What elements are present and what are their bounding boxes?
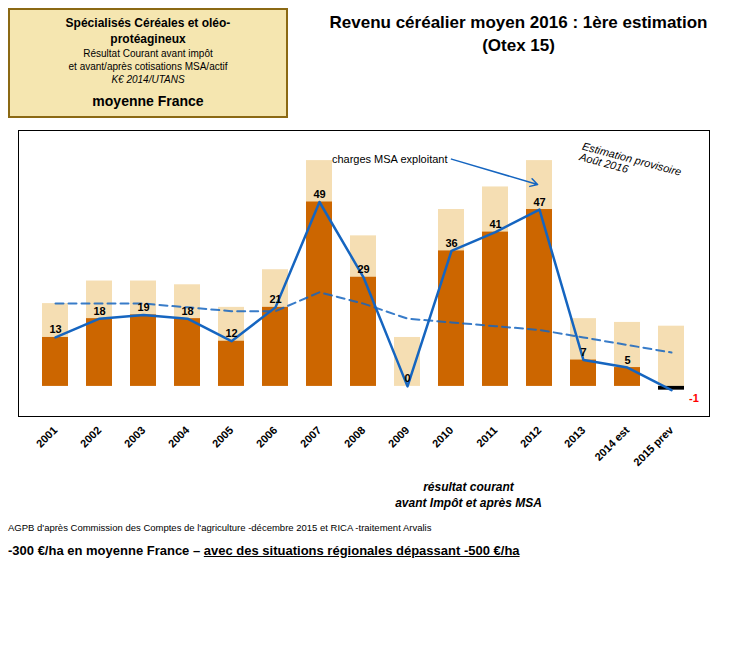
html-text:Spécialisés Céréales et oléo-: Spécialisés Céréales et oléo-	[65, 16, 231, 30]
svg-text:-1: -1	[689, 392, 699, 404]
html-text:Revenu céréalier moyen 2016 :: Revenu céréalier moyen 2016 : 1ère estim…	[329, 13, 708, 32]
svg-text:2014 est: 2014 est	[592, 424, 631, 463]
svg-text:Estimation provisoireAoût 2016: Estimation provisoireAoût 2016	[577, 140, 683, 189]
svg-text:29: 29	[357, 264, 369, 276]
html-text:moyenne France: moyenne France	[92, 93, 204, 110]
svg-text:2003: 2003	[122, 424, 148, 450]
html-text:et avant/après cotisations MSA: et avant/après cotisations MSA/actif	[68, 61, 228, 73]
svg-text:18: 18	[181, 305, 193, 317]
svg-text:2005: 2005	[210, 424, 236, 450]
html-text:protéagineux: protéagineux	[110, 31, 186, 46]
svg-text:2009: 2009	[386, 424, 412, 450]
svg-text:2006: 2006	[254, 424, 280, 450]
svg-text:2007: 2007	[298, 424, 324, 450]
svg-text:2011: 2011	[474, 424, 499, 449]
svg-text:2012: 2012	[518, 424, 544, 450]
svg-text:2010: 2010	[430, 424, 456, 450]
svg-text:18: 18	[93, 305, 105, 317]
html-text:résultat courant avant Impôt e: résultat courant avant Impôt et après MS…	[395, 480, 542, 510]
svg-text:49: 49	[313, 188, 325, 200]
svg-text:21: 21	[269, 294, 281, 306]
svg-text:41: 41	[489, 218, 501, 230]
svg-text:7: 7	[580, 346, 586, 358]
html-text:-300 €/ha en moyenne France –: -300 €/ha en moyenne France – avec des s…	[8, 542, 520, 558]
svg-text:5: 5	[624, 354, 630, 366]
svg-text:13: 13	[49, 324, 61, 336]
svg-text:47: 47	[533, 196, 545, 208]
svg-text:2008: 2008	[342, 424, 368, 450]
svg-text:36: 36	[445, 237, 457, 249]
svg-text:2015 prev: 2015 prev	[631, 423, 676, 468]
svg-text:2013: 2013	[562, 424, 588, 450]
html-text:K€ 2014/UTANS: K€ 2014/UTANS	[111, 74, 185, 86]
svg-text:12: 12	[225, 328, 237, 340]
svg-text:0: 0	[404, 373, 410, 385]
svg-text:2001: 2001	[34, 424, 60, 450]
html-text:(Otex 15): (Otex 15)	[482, 35, 555, 55]
svg-text:19: 19	[137, 301, 149, 313]
html-text:Résultat Courant avant impôt: Résultat Courant avant impôt	[83, 48, 213, 60]
html-text:AGPB d'après Commission des Co: AGPB d'après Commission des Comptes de l…	[8, 521, 432, 533]
svg-text:charges MSA exploitant: charges MSA exploitant	[332, 153, 448, 165]
svg-text:2004: 2004	[166, 424, 192, 450]
svg-text:2002: 2002	[78, 424, 104, 450]
